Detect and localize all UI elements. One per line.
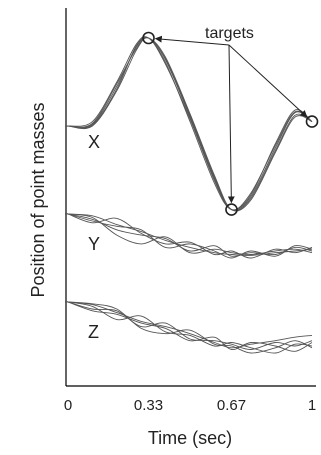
trace-line [65,212,313,259]
trace-line [65,301,313,349]
trace-line [65,300,313,352]
trace-line [65,301,313,350]
trace-line [65,301,313,354]
target-arrows [154,35,308,204]
trace-groups [65,36,313,354]
x-tick-label: 0.67 [217,397,246,414]
trace-line [65,37,313,212]
target-markers [142,31,319,216]
target-marker [142,31,155,45]
trace-line [65,36,313,211]
targets-annotation: targets [205,25,254,42]
x-tick-label: 0.33 [134,397,163,414]
target-marker [225,203,238,216]
series-label-z: Z [88,322,99,342]
trace-line [65,213,313,255]
x-tick-label: 1 [308,397,316,414]
trace-line [65,36,313,211]
x-tick-label: 0 [64,397,72,414]
x-tick-labels: 0 0.33 0.67 1 [64,397,316,414]
trace-line [65,36,313,212]
target-marker [305,115,319,128]
x-axis-label: Time (sec) [148,428,232,448]
trace-line [65,213,313,256]
target-arrow [154,35,230,46]
series-labels: X Y Z [88,132,100,342]
y-axis-label: Position of point masses [28,102,48,297]
trace-line [65,301,313,354]
trace-group-x [65,36,313,212]
trace-group-y [65,212,313,259]
trace-line [65,213,313,259]
series-label-y: Y [88,234,100,254]
trace-group-z [65,300,313,354]
target-arrow [227,44,235,204]
trace-line [65,213,313,257]
series-label-x: X [88,132,100,152]
target-arrow [228,44,308,118]
trace-line [65,36,313,211]
